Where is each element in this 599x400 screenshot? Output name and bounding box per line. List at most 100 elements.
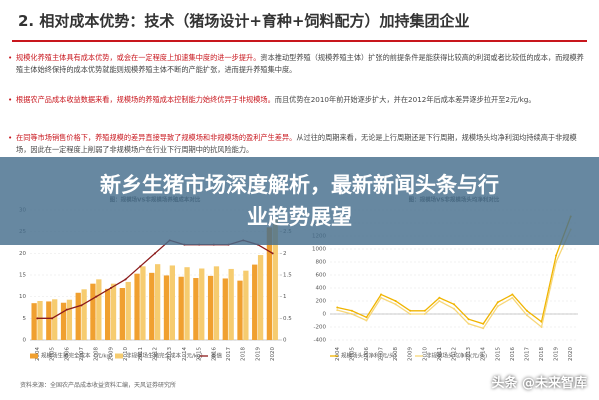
bar — [163, 275, 170, 340]
y2-tick-label: 0.5 — [283, 316, 292, 322]
x-tick-label: 2008 — [393, 347, 399, 361]
bullet-text: 而且优势在2010年前开始逐步扩大，并在2012年后成本差异逐步拉开至2元/kg… — [274, 95, 536, 104]
bar — [140, 266, 146, 340]
bar — [243, 270, 249, 340]
x-tick-label: 2019 — [554, 347, 560, 361]
x-tick-label: 2008 — [94, 347, 100, 361]
bullet: 规模化养殖主体具有成本优势，或会在一定程度上加速集中度的进一步提升。资本推动型养… — [8, 52, 586, 76]
headline: 新乡生猪市场深度解析，最新新闻头条与行业趋势展望 — [100, 173, 499, 229]
x-tick-label: 2005 — [50, 347, 56, 361]
bar — [228, 268, 234, 340]
bar — [75, 292, 81, 340]
bar — [199, 268, 205, 340]
bar — [52, 299, 58, 340]
bar — [169, 265, 175, 340]
bullet: 根据农产品成本收益数据来看，规模场的养殖成本控制能力始终优异于非规模场。而且优势… — [8, 94, 586, 106]
bar — [272, 218, 278, 340]
bullet-text: 资本推动型养殖（规模养殖主体）扩张的前提条件是能获得比较高的利润或者比较低的成本… — [16, 53, 584, 74]
bullet-lead: 在同等市场销售价格下，养殖规模的差异直接导致了规模场和非规模场的盈利产生差异。 — [16, 133, 297, 142]
x-tick-label: 2019 — [255, 347, 261, 361]
x-tick-label: 2020 — [568, 347, 574, 361]
bar — [90, 283, 96, 340]
x-tick-label: 2013 — [466, 347, 472, 361]
bar — [178, 276, 184, 340]
bullet-text: 从过往的周期来看，无论是上行周期还是下行周期，规模场头均净利润均持续高于非规模场… — [16, 133, 577, 154]
bar — [81, 289, 87, 340]
bar — [60, 302, 67, 340]
series-line — [337, 216, 572, 325]
bar — [155, 264, 161, 340]
x-tick-label: 2018 — [539, 347, 545, 361]
bar — [252, 264, 258, 340]
bar — [149, 272, 155, 340]
x-tick-label: 2005 — [349, 347, 355, 361]
x-tick-label: 2010 — [123, 347, 129, 361]
y-tick-label: 10 — [19, 294, 26, 300]
bar — [119, 288, 125, 340]
y-tick-label: 200 — [316, 299, 327, 305]
x-tick-label: 2016 — [510, 347, 516, 361]
y-tick-label: 15 — [19, 273, 26, 279]
y2-tick-label: 2 — [283, 251, 287, 257]
x-tick-label: 2013 — [167, 347, 173, 361]
bar — [125, 281, 131, 340]
bar — [105, 288, 111, 340]
source-note: 资料来源：全国农产品成本收益资料汇编，天风证券研究所 — [20, 382, 177, 389]
x-tick-label: 2014 — [182, 347, 188, 361]
page-title: 2. 相对成本优势：技术（猪场设计+育种+饲料配方）加持集团企业 — [18, 12, 470, 30]
x-tick-label: 2011 — [138, 347, 144, 361]
bar — [207, 275, 214, 340]
bullet: 在同等市场销售价格下，养殖规模的差异直接导致了规模场和非规模场的盈利产生差异。从… — [8, 132, 586, 156]
series-line — [337, 229, 572, 330]
x-tick-label: 2014 — [481, 347, 487, 361]
y-tick-label: 0 — [23, 338, 27, 344]
x-tick-label: 2010 — [422, 347, 428, 361]
bar — [110, 283, 117, 340]
watermark: 头条 @未来智库 — [491, 376, 587, 391]
bar — [193, 278, 199, 340]
y-tick-label: 20 — [19, 251, 26, 257]
legend-label: 非规模场头均净利(元/头) — [426, 352, 487, 360]
x-tick-label: 2007 — [379, 347, 385, 361]
y-tick-label: 5 — [23, 316, 27, 322]
y2-tick-label: 1 — [283, 294, 287, 300]
title-rule — [12, 40, 587, 42]
legend-swatch — [30, 353, 38, 359]
x-tick-label: 2009 — [108, 347, 114, 361]
bar — [96, 279, 102, 340]
x-tick-label: 2006 — [364, 347, 370, 361]
x-tick-label: 2011 — [437, 347, 443, 361]
y-tick-label: 0 — [323, 312, 327, 318]
y-tick-label: 1000 — [312, 247, 326, 253]
bar — [37, 301, 43, 340]
x-tick-label: 2017 — [524, 347, 530, 361]
legend-swatch — [115, 353, 123, 359]
x-tick-label: 2009 — [408, 347, 414, 361]
bar — [266, 227, 273, 340]
bar — [134, 273, 140, 340]
x-tick-label: 2020 — [270, 347, 276, 361]
y2-tick-label: 1.5 — [283, 273, 292, 279]
x-tick-label: 2015 — [495, 347, 501, 361]
bullet-lead: 规模化养殖主体具有成本优势，或会在一定程度上加速集中度的进一步提升。 — [16, 53, 261, 62]
y-tick-label: 600 — [316, 273, 327, 279]
legend-label: 非规模场生猪完全成本（元/kg） — [126, 352, 206, 360]
x-tick-label: 2016 — [211, 347, 217, 361]
x-tick-label: 2006 — [64, 347, 70, 361]
bar — [237, 280, 243, 340]
x-tick-label: 2012 — [452, 347, 458, 361]
x-tick-label: 2007 — [79, 347, 85, 361]
y-tick-label: -400 — [314, 338, 327, 344]
bar — [222, 278, 228, 340]
x-tick-label: 2012 — [153, 347, 159, 361]
legend-label: 规模场头均净利(元/头) — [341, 352, 397, 360]
x-tick-label: 2017 — [226, 347, 232, 361]
headline-banner: 新乡生猪市场深度解析，最新新闻头条与行业趋势展望 — [0, 157, 599, 245]
x-tick-label: 2015 — [197, 347, 203, 361]
legend-label: 差值 — [211, 352, 223, 360]
y2-tick-label: 0 — [283, 338, 287, 344]
bar — [257, 255, 264, 340]
y-tick-label: -200 — [314, 325, 327, 331]
x-tick-label: 2018 — [241, 347, 247, 361]
